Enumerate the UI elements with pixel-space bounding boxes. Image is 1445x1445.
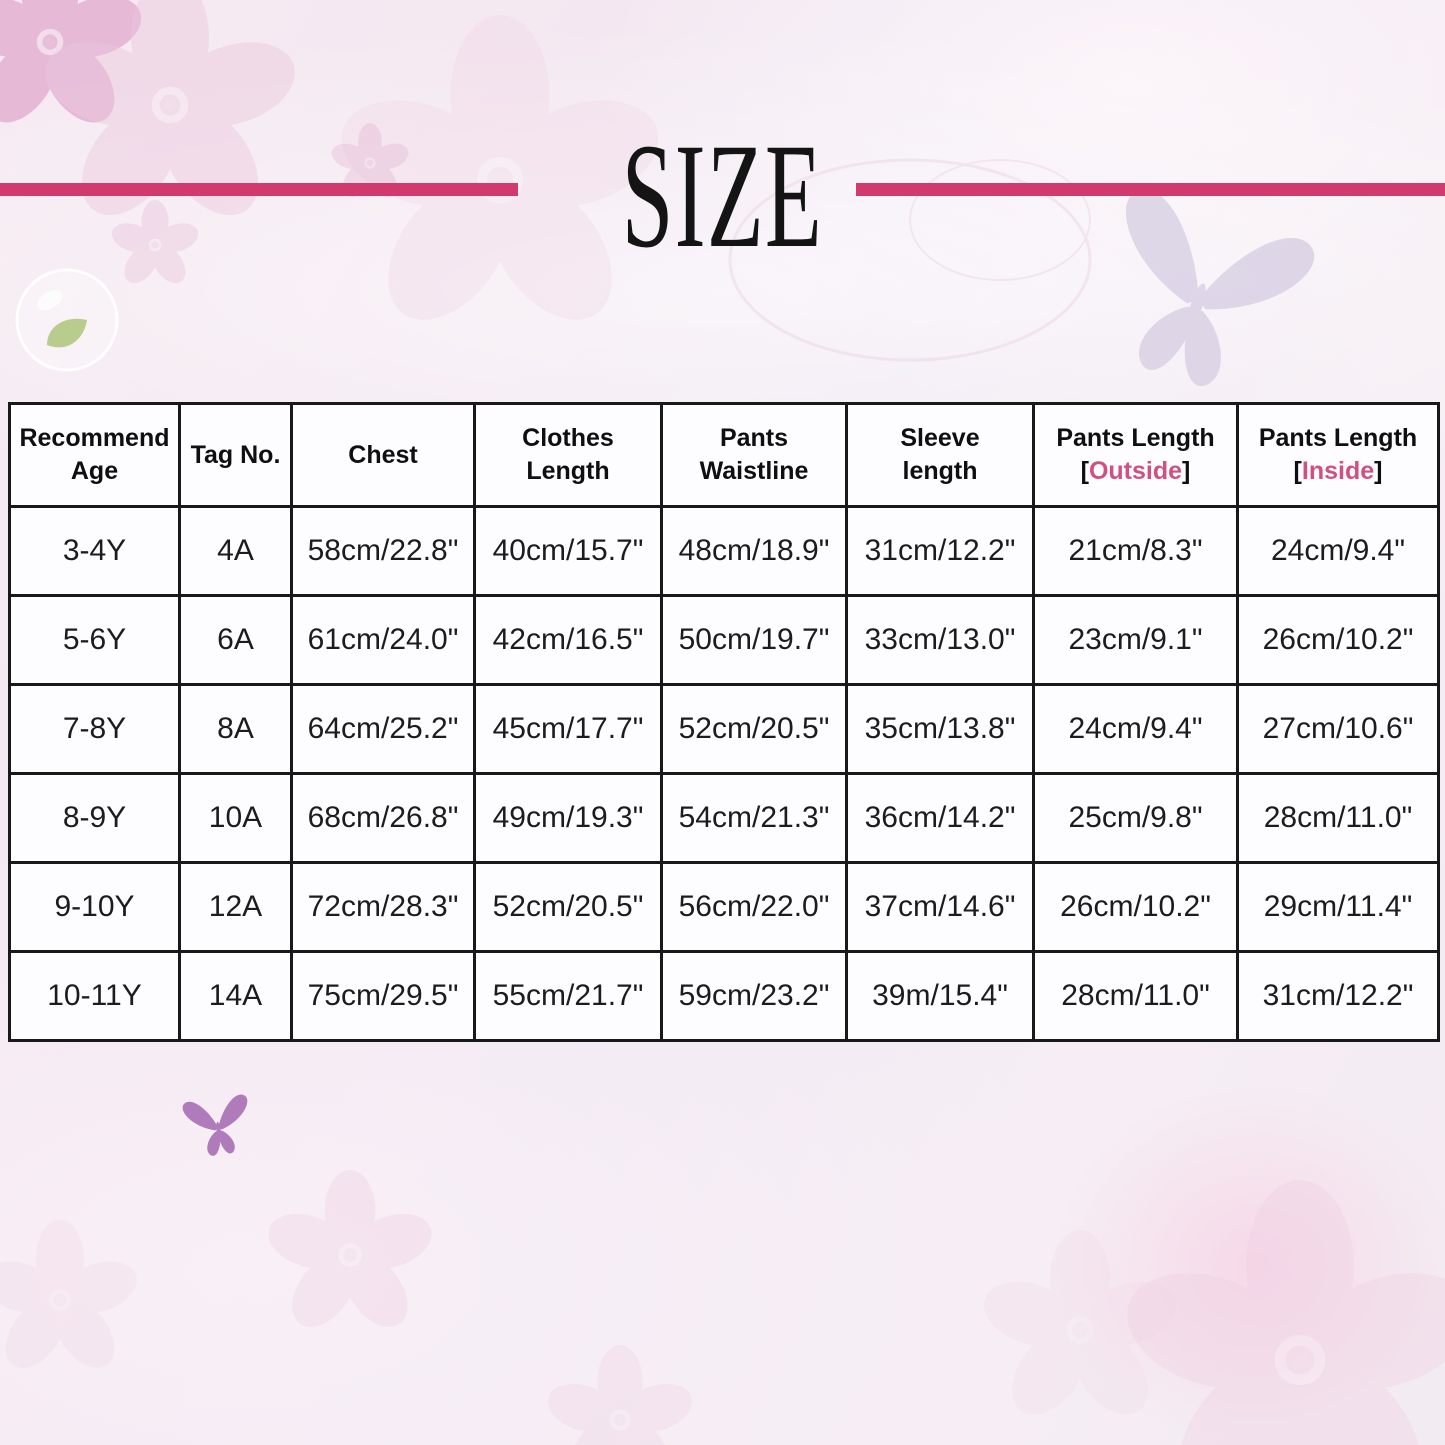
table-row: 8-9Y 10A 68cm/26.8" 49cm/19.3" 54cm/21.3… bbox=[8, 772, 1440, 864]
table-cell: 10A bbox=[178, 772, 293, 864]
table-row: 3-4Y 4A 58cm/22.8" 40cm/15.7" 48cm/18.9"… bbox=[8, 505, 1440, 597]
table-cell: 49cm/19.3" bbox=[473, 772, 663, 864]
column-header-clothes-length: Clothes Length bbox=[473, 402, 663, 508]
column-header-sleeve-length: Sleeve length bbox=[845, 402, 1035, 508]
title-rule-left bbox=[0, 183, 518, 196]
table-cell: 75cm/29.5" bbox=[290, 950, 476, 1042]
table-cell: 4A bbox=[178, 505, 293, 597]
table-cell: 14A bbox=[178, 950, 293, 1042]
cherry-blossom-flower-icon bbox=[545, 1345, 695, 1445]
table-cell: 35cm/13.8" bbox=[845, 683, 1035, 775]
table-cell: 24cm/9.4" bbox=[1236, 505, 1440, 597]
table-cell: 52cm/20.5" bbox=[473, 861, 663, 953]
table-cell: 50cm/19.7" bbox=[660, 594, 848, 686]
table-cell: 26cm/10.2" bbox=[1032, 861, 1239, 953]
table-cell: 40cm/15.7" bbox=[473, 505, 663, 597]
column-header-tag-no: Tag No. bbox=[178, 402, 293, 508]
table-cell: 8-9Y bbox=[8, 772, 181, 864]
table-cell: 54cm/21.3" bbox=[660, 772, 848, 864]
column-header-pants-length-inside: Pants Length [Inside] bbox=[1236, 402, 1440, 508]
cherry-blossom-flower-icon bbox=[265, 1170, 435, 1340]
column-header-pants-waistline: Pants Waistline bbox=[660, 402, 848, 508]
table-cell: 61cm/24.0" bbox=[290, 594, 476, 686]
table-cell: 56cm/22.0" bbox=[660, 861, 848, 953]
table-cell: 3-4Y bbox=[8, 505, 181, 597]
rose-icon bbox=[975, 1015, 1445, 1445]
table-cell: 7-8Y bbox=[8, 683, 181, 775]
table-cell: 21cm/8.3" bbox=[1032, 505, 1239, 597]
table-header-row: Recommend Age Tag No. Chest Clothes Leng… bbox=[8, 402, 1440, 508]
table-cell: 5-6Y bbox=[8, 594, 181, 686]
table-cell: 72cm/28.3" bbox=[290, 861, 476, 953]
table-cell: 36cm/14.2" bbox=[845, 772, 1035, 864]
page-title-text: SIZE bbox=[621, 113, 824, 279]
table-cell: 6A bbox=[178, 594, 293, 686]
table-cell: 58cm/22.8" bbox=[290, 505, 476, 597]
table-cell: 31cm/12.2" bbox=[845, 505, 1035, 597]
table-cell: 55cm/21.7" bbox=[473, 950, 663, 1042]
table-cell: 33cm/13.0" bbox=[845, 594, 1035, 686]
table-row: 7-8Y 8A 64cm/25.2" 45cm/17.7" 52cm/20.5"… bbox=[8, 683, 1440, 775]
column-header-chest: Chest bbox=[290, 402, 476, 508]
table-row: 10-11Y 14A 75cm/29.5" 55cm/21.7" 59cm/23… bbox=[8, 950, 1440, 1042]
cherry-blossom-flower-icon bbox=[0, 1220, 140, 1380]
page-title: SIZE bbox=[0, 121, 1445, 271]
table-cell: 25cm/9.8" bbox=[1032, 772, 1239, 864]
table-cell: 64cm/25.2" bbox=[290, 683, 476, 775]
table-cell: 39m/15.4" bbox=[845, 950, 1035, 1042]
table-cell: 29cm/11.4" bbox=[1236, 861, 1440, 953]
table-cell: 59cm/23.2" bbox=[660, 950, 848, 1042]
table-cell: 68cm/26.8" bbox=[290, 772, 476, 864]
table-cell: 28cm/11.0" bbox=[1236, 772, 1440, 864]
column-header-recommend-age: Recommend Age bbox=[8, 402, 181, 508]
table-cell: 8A bbox=[178, 683, 293, 775]
table-cell: 31cm/12.2" bbox=[1236, 950, 1440, 1042]
table-cell: 48cm/18.9" bbox=[660, 505, 848, 597]
table-row: 9-10Y 12A 72cm/28.3" 52cm/20.5" 56cm/22.… bbox=[8, 861, 1440, 953]
table-row: 5-6Y 6A 61cm/24.0" 42cm/16.5" 50cm/19.7"… bbox=[8, 594, 1440, 686]
bubble-leaf-icon bbox=[15, 268, 119, 372]
table-cell: 26cm/10.2" bbox=[1236, 594, 1440, 686]
table-cell: 10-11Y bbox=[8, 950, 181, 1042]
column-header-pants-length-outside: Pants Length [Outside] bbox=[1032, 402, 1239, 508]
cherry-blossom-flower-icon bbox=[0, 0, 145, 137]
table-cell: 28cm/11.0" bbox=[1032, 950, 1239, 1042]
table-cell: 24cm/9.4" bbox=[1032, 683, 1239, 775]
purple-butterfly-icon bbox=[173, 1081, 263, 1171]
table-cell: 9-10Y bbox=[8, 861, 181, 953]
table-cell: 45cm/17.7" bbox=[473, 683, 663, 775]
table-cell: 52cm/20.5" bbox=[660, 683, 848, 775]
size-table: Recommend Age Tag No. Chest Clothes Leng… bbox=[8, 402, 1440, 1042]
table-cell: 27cm/10.6" bbox=[1236, 683, 1440, 775]
table-cell: 37cm/14.6" bbox=[845, 861, 1035, 953]
title-rule-right bbox=[856, 183, 1445, 196]
table-cell: 42cm/16.5" bbox=[473, 594, 663, 686]
table-cell: 12A bbox=[178, 861, 293, 953]
table-cell: 23cm/9.1" bbox=[1032, 594, 1239, 686]
